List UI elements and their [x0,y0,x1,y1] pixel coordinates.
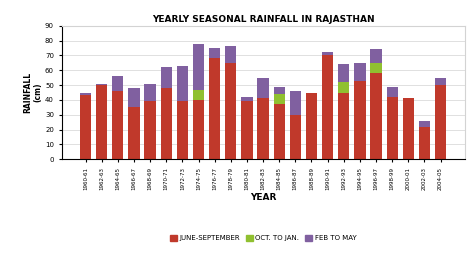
Bar [338,93,349,159]
Bar [161,67,172,88]
Bar [209,48,220,58]
Bar [161,88,172,159]
Bar [145,102,156,159]
Bar [370,49,382,63]
Bar [419,127,430,159]
Bar [402,98,414,159]
Bar [112,76,124,91]
Bar [177,66,188,102]
Bar [435,78,446,85]
Bar [273,87,285,94]
Bar [193,43,204,89]
Bar [128,88,140,107]
Bar [290,91,301,115]
Bar [112,91,124,159]
Y-axis label: RAINFALL
(cm): RAINFALL (cm) [23,72,42,113]
Bar [145,84,156,102]
Bar [225,47,237,63]
Bar [241,97,253,102]
Bar [354,81,365,159]
Bar [273,104,285,159]
Bar [290,115,301,159]
Bar [338,82,349,93]
Title: YEARLY SEASONAL RAINFALL IN RAJASTHAN: YEARLY SEASONAL RAINFALL IN RAJASTHAN [152,15,374,24]
Bar [370,63,382,73]
Bar [386,97,398,159]
Bar [386,87,398,97]
Bar [96,85,108,159]
X-axis label: YEAR: YEAR [250,193,276,202]
Bar [322,52,333,56]
Bar [241,102,253,159]
Bar [225,63,237,159]
Bar [338,64,349,82]
Bar [306,93,317,159]
Bar [80,96,91,159]
Bar [193,89,204,100]
Bar [257,98,269,159]
Bar [193,100,204,159]
Bar [419,121,430,127]
Bar [80,93,91,96]
Bar [322,56,333,159]
Bar [354,63,365,81]
Bar [177,102,188,159]
Bar [209,58,220,159]
Bar [96,84,108,85]
Bar [370,73,382,159]
Bar [128,107,140,159]
Legend: JUNE-SEPTEMBER, OCT. TO JAN., FEB TO MAY: JUNE-SEPTEMBER, OCT. TO JAN., FEB TO MAY [167,232,359,244]
Bar [273,94,285,104]
Bar [435,85,446,159]
Bar [257,78,269,98]
